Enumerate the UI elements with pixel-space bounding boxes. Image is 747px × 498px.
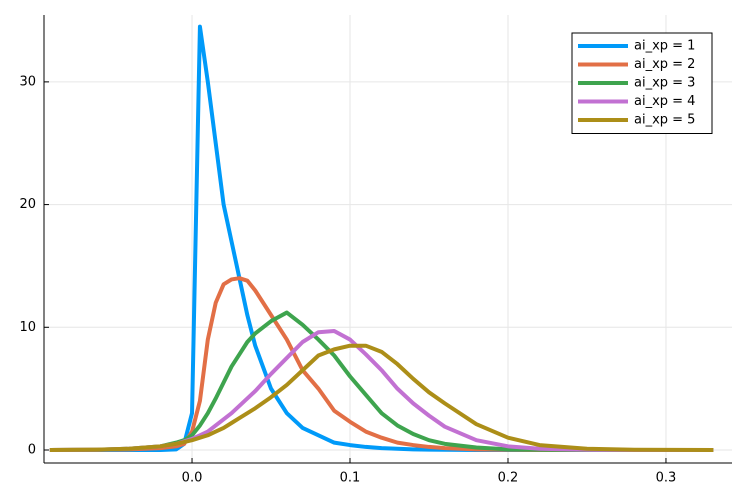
y-tick-label: 20 bbox=[19, 197, 36, 212]
plot-area bbox=[49, 24, 714, 452]
legend-label: ai_xp = 2 bbox=[634, 57, 695, 72]
x-tick-label: 0.1 bbox=[340, 471, 361, 486]
line-series bbox=[49, 343, 714, 452]
legend-label: ai_xp = 4 bbox=[634, 94, 695, 109]
legend-label: ai_xp = 3 bbox=[634, 76, 695, 91]
legend-box bbox=[571, 32, 713, 134]
y-tick-label: 0 bbox=[28, 442, 36, 457]
x-tick-label: 0.2 bbox=[498, 471, 519, 486]
y-tick-label: 30 bbox=[19, 74, 36, 89]
x-tick-label: 0.0 bbox=[182, 471, 203, 486]
legend: ai_xp = 1 ai_xp = 2 ai_xp = 3 ai_xp = 4 ai_x… bbox=[571, 32, 713, 134]
y-tick-label: 10 bbox=[19, 320, 36, 335]
legend-label: ai_xp = 1 bbox=[634, 39, 695, 54]
x-tick-label: 0.3 bbox=[656, 471, 677, 486]
legend-label: ai_xp = 5 bbox=[634, 113, 695, 128]
